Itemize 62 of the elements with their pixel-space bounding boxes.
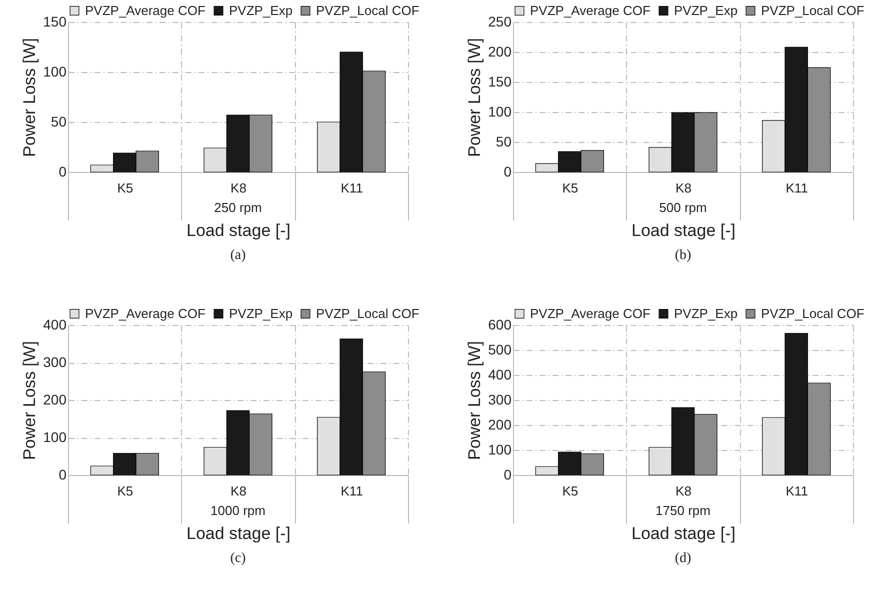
x-tick-label: K5: [562, 180, 578, 196]
x-axis-title: Load stage [-]: [186, 221, 290, 240]
y-tick-label: 100: [43, 64, 67, 80]
y-tick-label: 0: [58, 466, 67, 482]
y-tick-label: 0: [504, 164, 512, 180]
y-tick-label: 300: [43, 354, 67, 370]
text: 1750 rpm: [656, 503, 710, 518]
text: 1000 rpm: [210, 503, 266, 518]
y-tick-label: 0: [58, 164, 67, 180]
y-tick-label: 250: [488, 14, 512, 30]
legend-label: PVZP_Average COF: [85, 2, 206, 18]
x-tick-label: K11: [786, 180, 808, 196]
legend-label: PVZP_Exp: [674, 2, 738, 18]
x-axis-title: Load stage [-]: [632, 524, 736, 543]
legend-label: PVZP_Local COF: [761, 2, 864, 18]
x-tick-label: K8: [676, 180, 692, 196]
text: 250 rpm: [214, 200, 262, 215]
x-tick-label: K11: [340, 484, 363, 498]
y-axis-title: Power Loss [W]: [465, 340, 484, 460]
y-tick-label: 200: [488, 416, 512, 432]
y-tick-label: 50: [50, 114, 67, 130]
y-tick-label: 0: [504, 466, 512, 482]
y-tick-label: 200: [488, 44, 512, 60]
legend-label: PVZP_Exp: [229, 306, 293, 321]
x-tick-label: K8: [230, 484, 246, 498]
y-tick-label: 150: [43, 14, 67, 30]
y-tick-label: 500: [488, 342, 512, 358]
x-axis-title: Load stage [-]: [186, 524, 290, 543]
y-tick-label: 50: [496, 134, 512, 150]
x-tick-label: K8: [230, 180, 246, 196]
text: 500 rpm: [659, 200, 707, 215]
text: (a): [230, 248, 246, 263]
y-tick-label: 100: [488, 442, 512, 458]
y-tick-label: 100: [488, 104, 512, 120]
legend-label: PVZP_Average COF: [85, 306, 206, 321]
legend-label: PVZP_Exp: [674, 306, 738, 321]
x-tick-label: K11: [340, 180, 363, 196]
x-tick-label: K5: [117, 484, 134, 498]
y-tick-label: 150: [488, 74, 512, 90]
y-axis-title: Power Loss [W]: [20, 38, 40, 158]
y-tick-label: 300: [488, 392, 512, 408]
y-axis-title: Power Loss [W]: [465, 38, 484, 158]
y-tick-label: 600: [488, 316, 512, 332]
y-tick-label: 400: [488, 366, 512, 382]
legend-label: PVZP_Local COF: [316, 2, 420, 18]
y-axis-title: Power Loss [W]: [20, 340, 40, 460]
text: (c): [230, 551, 246, 566]
x-tick-label: K8: [676, 484, 692, 498]
legend-label: PVZP_Average COF: [530, 306, 650, 321]
x-tick-label: K11: [786, 484, 808, 498]
y-tick-label: 100: [43, 429, 67, 445]
legend-label: PVZP_Average COF: [530, 2, 650, 18]
x-tick-label: K5: [117, 180, 134, 196]
x-axis-title: Load stage [-]: [632, 221, 736, 240]
legend-label: PVZP_Exp: [229, 2, 293, 18]
y-tick-label: 200: [43, 392, 67, 408]
text: (b): [674, 248, 692, 263]
legend-label: PVZP_Local COF: [316, 306, 420, 321]
legend-label: PVZP_Local COF: [761, 306, 864, 321]
y-tick-label: 400: [43, 316, 67, 332]
text: (d): [674, 551, 692, 566]
x-tick-label: K5: [562, 484, 578, 498]
